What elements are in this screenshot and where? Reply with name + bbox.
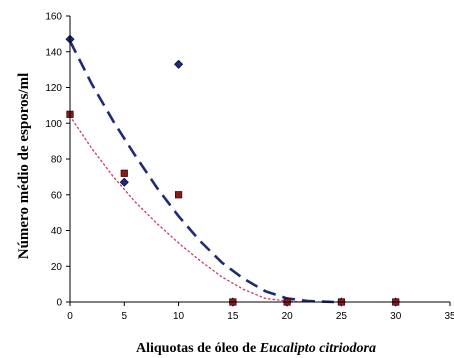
y-tick-label: 80 — [51, 155, 63, 166]
y-axis-title: Número médio de esporos/ml — [16, 73, 32, 260]
y-tick-label: 60 — [51, 190, 63, 201]
axis-ticks: 0 20 40 60 80 100 120 140 160 0 5 10 15 20 25 30 35 — [45, 12, 454, 323]
y-tick-label: 40 — [51, 226, 63, 237]
y-tick-label: 0 — [56, 298, 62, 309]
x-tick-label: 30 — [390, 311, 402, 322]
y-tick-label: 160 — [45, 12, 62, 23]
x-tick-label: 20 — [282, 311, 294, 322]
data-markers — [65, 34, 401, 307]
x-tick-label: 10 — [173, 311, 185, 322]
y-tick-label: 100 — [45, 119, 62, 130]
axes — [69, 16, 450, 303]
y-tick-label: 20 — [51, 262, 63, 273]
x-axis-title: Aliquotas de óleo de Eucalipto citriodor… — [136, 341, 376, 356]
square-point — [174, 191, 183, 199]
y-tick-label: 140 — [45, 47, 62, 58]
x-tick-label: 0 — [67, 311, 73, 322]
y-axis-title-group: Número médio de esporos/ml — [16, 73, 32, 260]
x-tick-label: 15 — [227, 311, 239, 322]
x-tick-label: 25 — [336, 311, 348, 322]
y-tick-label: 120 — [45, 83, 62, 94]
diamond-point — [174, 59, 184, 69]
square-point — [120, 169, 128, 177]
x-tick-label: 35 — [444, 311, 454, 322]
trendlines — [68, 40, 334, 304]
x-axis-title-italic: Eucalipto citriodora — [259, 341, 376, 356]
diamond-point — [119, 177, 129, 187]
x-tick-label: 5 — [122, 311, 128, 322]
trendline-series-2 — [69, 115, 305, 303]
x-axis-title-main: Aliquotas de óleo de — [136, 341, 260, 356]
